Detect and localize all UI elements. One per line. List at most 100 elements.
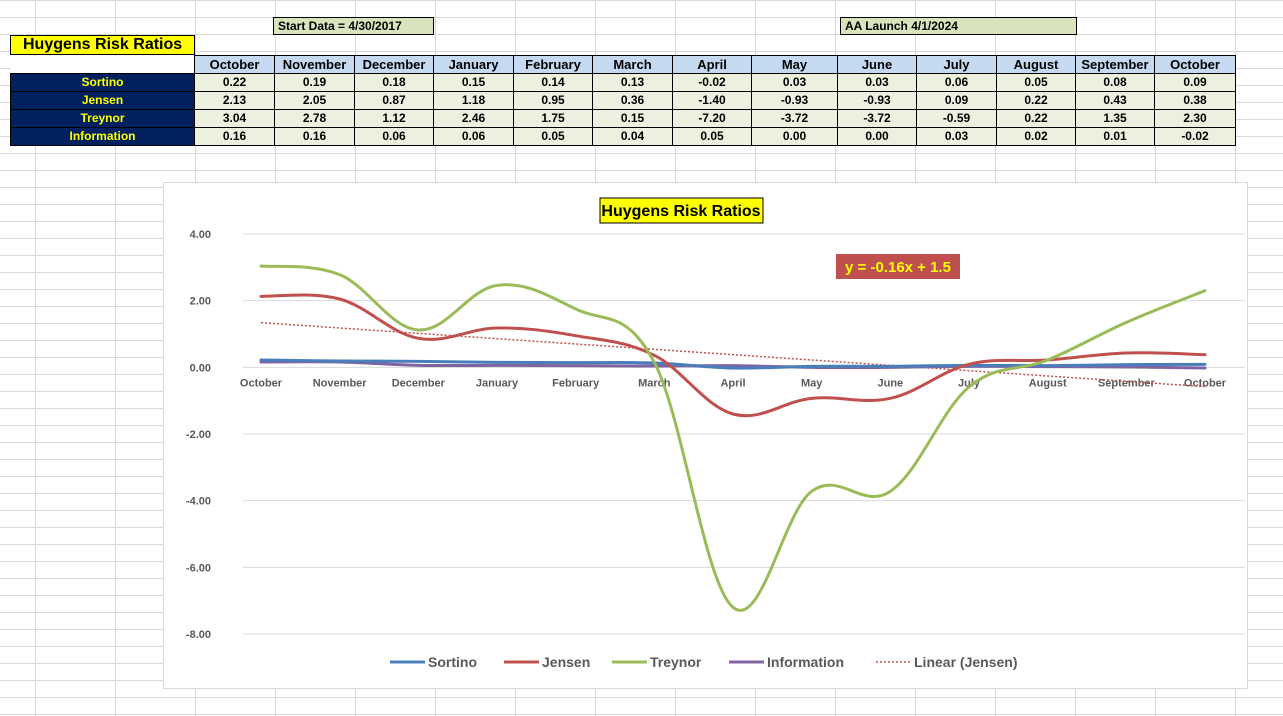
table-cell: -0.02: [1154, 127, 1236, 146]
table-cell: 0.18: [354, 73, 434, 92]
table-title: Huygens Risk Ratios: [10, 35, 195, 55]
series-line-sortino: [259, 358, 1207, 370]
y-tick-label: 4.00: [190, 229, 211, 241]
table-cell: 0.01: [1075, 127, 1155, 146]
y-tick-label: 0.00: [190, 362, 211, 374]
table-cell: 0.38: [1154, 91, 1236, 110]
header-row: October November December January Februa…: [10, 55, 1236, 74]
month-header: June: [837, 55, 917, 74]
table-row: Sortino 0.22 0.19 0.18 0.15 0.14 0.13 -0.02 0.03…: [10, 73, 1236, 92]
table-cell: -0.93: [751, 91, 838, 110]
table-cell: -0.93: [837, 91, 917, 110]
table-cell: 1.35: [1075, 109, 1155, 128]
table-cell: 0.14: [513, 73, 593, 92]
month-header: October: [194, 55, 275, 74]
table-cell: 0.22: [996, 91, 1076, 110]
table-cell: 0.09: [916, 91, 997, 110]
x-tick-label: October: [1184, 377, 1227, 389]
legend-label: Jensen: [542, 654, 590, 670]
start-data-note: Start Data = 4/30/2017: [273, 17, 434, 35]
month-header: November: [274, 55, 355, 74]
month-header: July: [916, 55, 997, 74]
row-label-information: Information: [10, 127, 195, 146]
table-cell: 0.03: [751, 73, 838, 92]
x-tick-label: June: [877, 377, 903, 389]
table-cell: -0.02: [672, 73, 752, 92]
x-tick-label: August: [1029, 377, 1067, 389]
row-label-treynor: Treynor: [10, 109, 195, 128]
table-cell: 0.16: [274, 127, 355, 146]
row-label-jensen: Jensen: [10, 91, 195, 110]
table-cell: 0.09: [1154, 73, 1236, 92]
x-tick-label: February: [552, 377, 600, 389]
month-header: September: [1075, 55, 1155, 74]
equation-box: [836, 254, 960, 279]
row-label-sortino: Sortino: [10, 73, 195, 92]
table-cell: 0.03: [916, 127, 997, 146]
table-cell: 0.05: [672, 127, 752, 146]
month-header: March: [592, 55, 673, 74]
month-header: January: [433, 55, 514, 74]
table-cell: -3.72: [837, 109, 917, 128]
table-cell: 0.02: [996, 127, 1076, 146]
corner-cell: [10, 55, 195, 74]
trendline-jensen: [260, 321, 1206, 388]
x-tick-label: May: [801, 377, 823, 389]
table-cell: 0.06: [433, 127, 514, 146]
x-tick-label: July: [958, 377, 981, 389]
y-tick-label: -2.00: [186, 429, 211, 441]
x-tick-label: September: [1098, 377, 1156, 389]
table-cell: 0.15: [433, 73, 514, 92]
table-cell: 0.22: [194, 73, 275, 92]
y-tick-label: 2.00: [190, 296, 211, 308]
table-cell: 1.18: [433, 91, 514, 110]
legend-label: Information: [767, 654, 844, 670]
table-cell: 0.36: [592, 91, 673, 110]
table-cell: 0.95: [513, 91, 593, 110]
chart-area[interactable]: [163, 182, 1248, 689]
table-cell: 0.00: [751, 127, 838, 146]
table-cell: 0.06: [916, 73, 997, 92]
trendline-equation: y = -0.16x + 1.5: [845, 259, 951, 276]
table-cell: 0.19: [274, 73, 355, 92]
y-tick-label: -6.00: [186, 562, 211, 574]
x-tick-label: April: [720, 377, 745, 389]
table-cell: 0.43: [1075, 91, 1155, 110]
table-cell: 2.05: [274, 91, 355, 110]
table-cell: 1.12: [354, 109, 434, 128]
table-cell: -1.40: [672, 91, 752, 110]
legend-label: Linear (Jensen): [914, 654, 1017, 670]
risk-ratios-table: October November December January Februa…: [10, 55, 1236, 146]
month-header: February: [513, 55, 593, 74]
line-chart: 4.00 2.00 0.00 -2.00 -4.00 -6.00 -8.00 October N…: [186, 197, 1245, 670]
table-cell: 2.46: [433, 109, 514, 128]
table-row: Treynor 3.04 2.78 1.12 2.46 1.75 0.15 -7.20 -3.7…: [10, 109, 1236, 128]
chart-title-box: [599, 197, 764, 224]
month-header: May: [751, 55, 838, 74]
table-cell: 1.75: [513, 109, 593, 128]
month-header: April: [672, 55, 752, 74]
table-row: Information 0.16 0.16 0.06 0.06 0.05 0.04 0.05 0…: [10, 127, 1236, 146]
series-line-treynor: [259, 264, 1207, 612]
table-cell: 0.13: [592, 73, 673, 92]
x-tick-label: November: [313, 377, 368, 389]
table-cell: 2.78: [274, 109, 355, 128]
table-cell: 0.15: [592, 109, 673, 128]
table-cell: 0.08: [1075, 73, 1155, 92]
y-tick-label: -8.00: [186, 629, 211, 641]
table-cell: 2.13: [194, 91, 275, 110]
x-tick-label: January: [476, 377, 519, 389]
x-tick-label: October: [240, 377, 283, 389]
chart-title: Huygens Risk Ratios: [601, 203, 760, 220]
legend-label: Sortino: [428, 654, 477, 670]
legend-label: Treynor: [650, 654, 702, 670]
table-row: Jensen 2.13 2.05 0.87 1.18 0.95 0.36 -1.40 -0.93…: [10, 91, 1236, 110]
table-cell: 0.05: [996, 73, 1076, 92]
table-cell: 0.00: [837, 127, 917, 146]
table-cell: 0.04: [592, 127, 673, 146]
table-cell: -3.72: [751, 109, 838, 128]
x-tick-label: December: [392, 377, 446, 389]
table-cell: 3.04: [194, 109, 275, 128]
table-cell: 0.03: [837, 73, 917, 92]
table-cell: 0.05: [513, 127, 593, 146]
